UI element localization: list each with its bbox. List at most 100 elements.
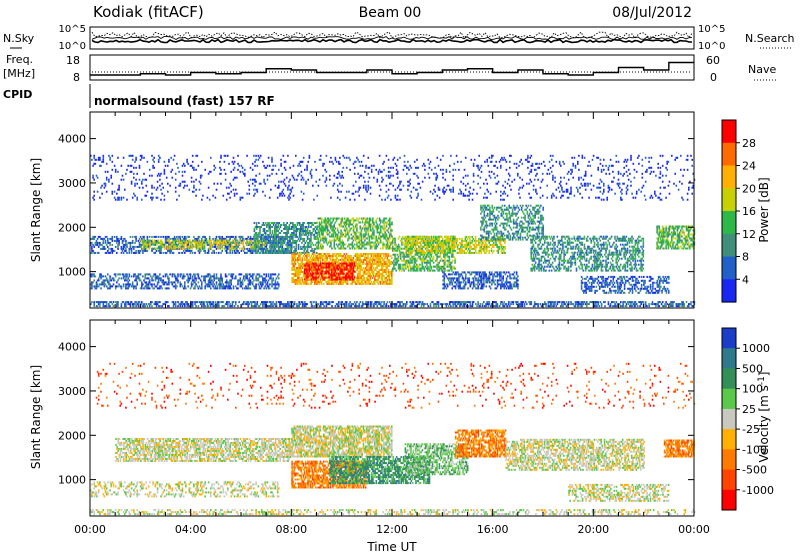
cell [308,262,310,265]
cell [195,277,197,280]
cell [397,259,400,262]
cell [191,301,194,304]
cell [380,261,383,263]
cell [368,243,371,246]
cell [672,305,674,308]
cell [165,281,168,284]
cell [207,275,210,278]
cell [151,247,154,250]
cell [168,235,170,238]
cell [340,265,342,267]
cell [377,225,380,228]
cell [331,274,333,277]
cell [289,237,292,240]
cell [292,251,294,254]
cell [395,261,397,264]
cell [246,277,248,280]
cell [332,227,334,230]
cell [315,268,317,271]
cell [348,235,350,238]
cell [681,303,683,306]
cell [392,253,394,256]
cell [172,239,174,242]
cell [314,226,317,228]
cell [505,303,508,306]
cell [323,276,325,279]
cell [204,285,206,288]
cell [362,241,365,244]
cell [528,301,530,304]
cell [426,303,428,306]
cell [231,277,234,280]
cell [280,247,283,250]
cell [285,228,287,230]
cell [279,245,282,248]
cell [391,243,393,246]
cell [267,287,270,290]
cell [330,223,332,226]
cell [222,285,225,288]
cell [319,259,322,261]
cell [274,241,276,244]
cell [159,301,161,304]
cell [449,301,451,304]
cell [208,273,211,276]
cell [322,227,324,230]
cell [294,233,296,236]
cell [255,233,258,236]
cell [390,233,392,236]
cell [298,281,300,283]
cell [331,227,333,230]
cell [321,267,324,269]
cell [310,259,313,261]
cell [306,272,308,275]
cell [190,305,193,308]
cell [249,249,252,252]
cell [315,267,317,269]
cell [246,239,249,242]
cell [145,281,148,284]
cell [363,279,366,281]
cell [194,275,196,278]
cell [383,255,385,257]
cell [312,224,315,226]
cell [270,305,272,308]
cell [242,241,244,244]
cell [316,247,319,250]
cell [219,247,222,250]
cell [139,287,142,290]
cell [185,249,187,252]
cell [230,273,232,276]
cell [157,301,160,304]
cell [319,229,322,232]
cell [109,285,111,288]
cell [326,227,329,230]
cell [405,261,408,264]
cell [360,237,363,240]
cell [104,305,107,308]
cell [310,255,313,257]
cell [359,265,361,267]
cell [388,279,391,281]
cell [359,235,362,238]
cell [187,285,189,288]
cell [239,273,242,276]
cell [360,281,362,283]
cell [292,257,295,259]
cell [111,277,114,280]
cell [103,305,106,308]
cell [352,270,355,273]
cell [268,249,270,252]
cell [392,261,394,264]
cell [219,285,221,288]
cell [141,243,143,246]
cell [387,282,390,285]
cell [488,301,491,304]
cell [318,257,321,259]
cell [152,241,155,244]
cell [341,276,343,279]
cell [364,247,366,250]
cell [253,285,255,288]
cell [330,241,332,244]
cell [307,241,310,244]
